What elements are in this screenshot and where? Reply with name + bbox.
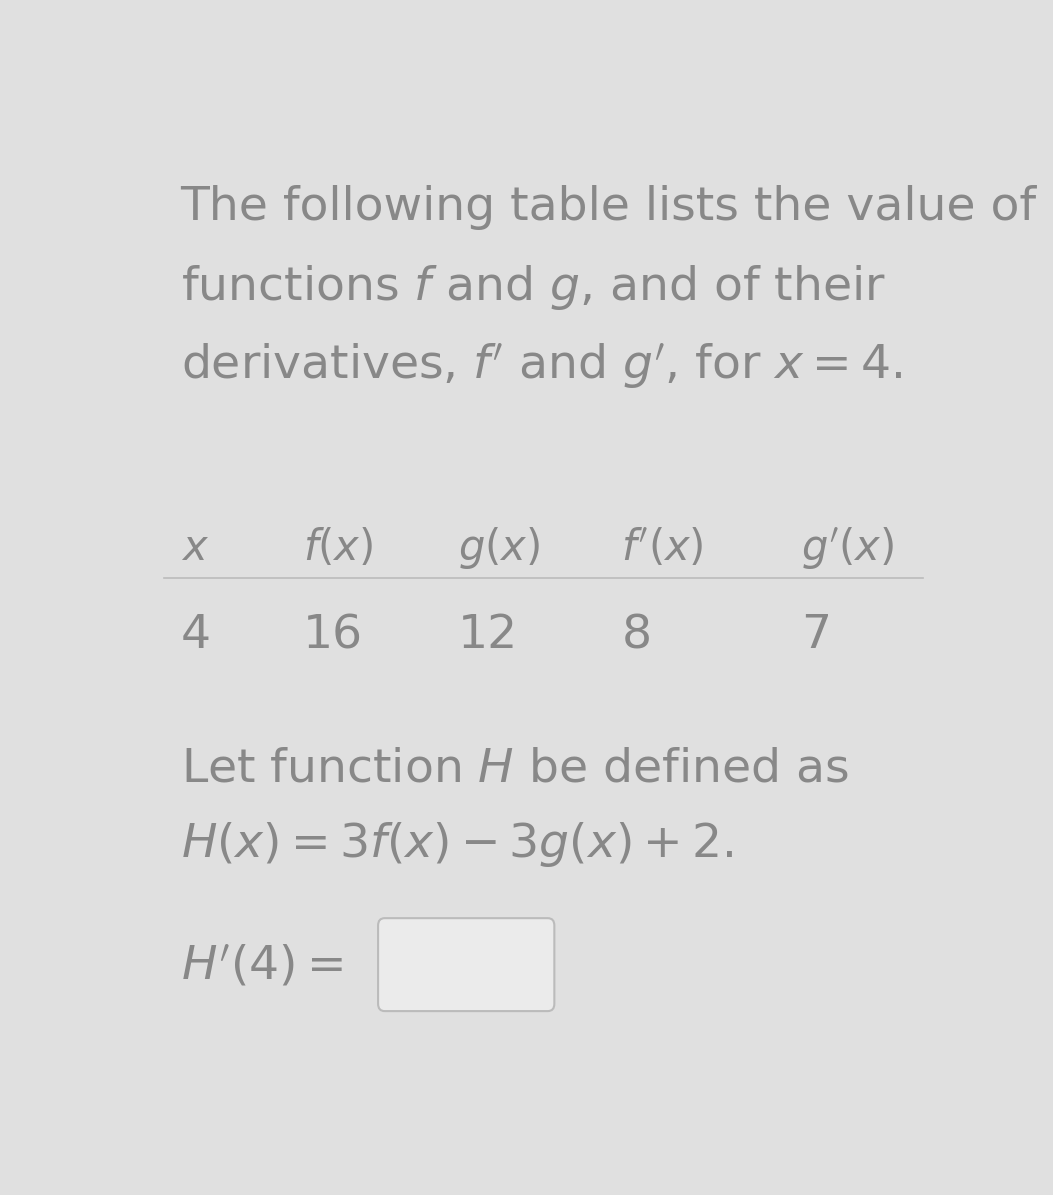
Text: 16: 16 xyxy=(303,613,363,658)
Text: 4: 4 xyxy=(181,613,211,658)
Text: $f'(x)$: $f'(x)$ xyxy=(621,527,704,569)
FancyBboxPatch shape xyxy=(378,918,554,1011)
Text: derivatives, $f'$ and $g'$, for $x = 4$.: derivatives, $f'$ and $g'$, for $x = 4$. xyxy=(181,342,902,391)
Text: $g'(x)$: $g'(x)$ xyxy=(801,526,894,571)
Text: functions $f$ and $g$, and of their: functions $f$ and $g$, and of their xyxy=(181,263,886,312)
Text: 8: 8 xyxy=(621,613,652,658)
Text: $H(x) = 3f(x) - 3g(x) + 2.$: $H(x) = 3f(x) - 3g(x) + 2.$ xyxy=(181,820,733,869)
Text: 7: 7 xyxy=(801,613,831,658)
Text: $H'(4) =$: $H'(4) =$ xyxy=(181,944,342,989)
Text: $g(x)$: $g(x)$ xyxy=(458,526,540,571)
Text: The following table lists the value of: The following table lists the value of xyxy=(181,185,1036,229)
Text: $f(x)$: $f(x)$ xyxy=(303,527,373,569)
Text: 12: 12 xyxy=(458,613,518,658)
Text: $x$: $x$ xyxy=(181,527,208,569)
Text: Let function $H$ be defined as: Let function $H$ be defined as xyxy=(181,746,849,791)
